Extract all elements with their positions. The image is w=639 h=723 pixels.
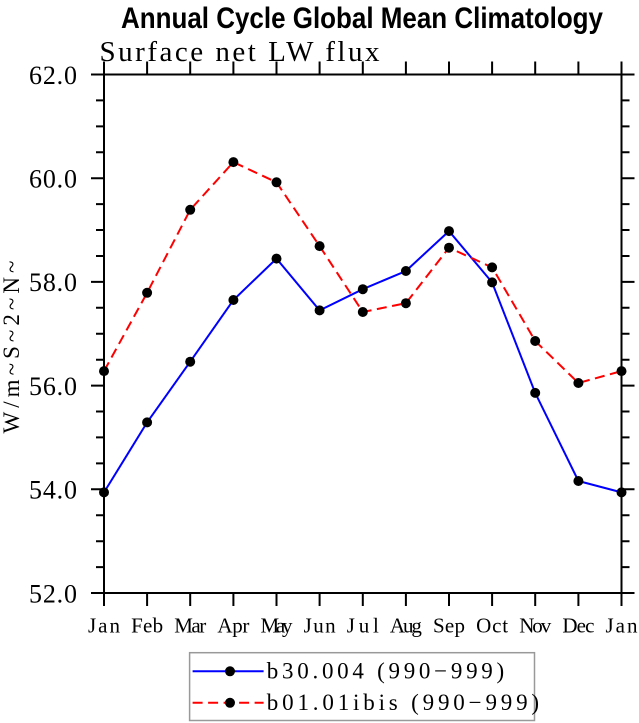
svg-text:Apr: Apr (217, 614, 249, 638)
svg-text:Jun: Jun (304, 614, 337, 638)
svg-text:52.0: 52.0 (29, 579, 77, 608)
svg-text:Mar: Mar (174, 614, 206, 638)
svg-text:58.0: 58.0 (29, 268, 77, 297)
svg-text:56.0: 56.0 (29, 372, 77, 401)
svg-text:Oct: Oct (476, 614, 508, 638)
svg-text:Jan: Jan (88, 614, 121, 638)
svg-text:Surface net LW flux: Surface net LW flux (100, 36, 381, 68)
svg-text:Jul: Jul (347, 614, 379, 638)
svg-text:May: May (261, 614, 294, 638)
svg-text:b01.01ibis (990−999): b01.01ibis (990−999) (267, 690, 539, 715)
svg-text:60.0: 60.0 (29, 165, 77, 194)
svg-text:Nov: Nov (519, 614, 552, 638)
svg-text:Annual Cycle Global Mean Clima: Annual Cycle Global Mean Climatology (121, 2, 603, 35)
svg-text:Sep: Sep (433, 614, 465, 638)
svg-text:Aug: Aug (390, 614, 423, 638)
svg-text:62.0: 62.0 (29, 61, 77, 90)
svg-text:Dec: Dec (562, 614, 594, 638)
svg-text:W/m~S~2~N~: W/m~S~2~N~ (0, 261, 24, 434)
svg-text:54.0: 54.0 (29, 476, 77, 505)
svg-text:Feb: Feb (131, 614, 163, 638)
svg-text:Jan: Jan (606, 614, 639, 638)
